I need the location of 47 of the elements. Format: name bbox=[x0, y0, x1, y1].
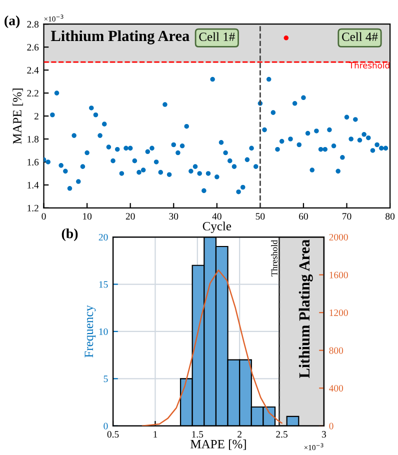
band-label: Lithium Plating Area bbox=[298, 240, 313, 378]
x-tick-label: 40 bbox=[212, 213, 222, 220]
x-tick-label: 0 bbox=[42, 213, 46, 220]
y-tick-label: 2 bbox=[34, 112, 38, 120]
x-tick-label: 1.5 bbox=[192, 431, 204, 438]
y-tick-label: 1.4 bbox=[28, 182, 39, 188]
y-tick-label: 15 bbox=[99, 281, 108, 288]
x-tick-label: 60 bbox=[299, 213, 308, 220]
x-tick-label: 2 bbox=[238, 431, 242, 438]
x-tick-label: 30 bbox=[169, 213, 178, 220]
y-tick-label: 1.6 bbox=[28, 158, 39, 166]
annotation: Cell 4# bbox=[342, 32, 378, 42]
y2-tick-label: 800 bbox=[329, 347, 344, 354]
x-axis-title: Cycle bbox=[202, 222, 232, 233]
x-tick-label: 3 bbox=[322, 431, 326, 438]
y-tick-label: 5 bbox=[104, 376, 108, 382]
y-tick-label: 1.8 bbox=[28, 136, 39, 143]
y-tick-label: 10 bbox=[99, 328, 108, 335]
x-tick-label: 1 bbox=[154, 431, 158, 438]
y-tick-label: 2.4 bbox=[27, 67, 39, 74]
text: (a) bbox=[4, 16, 20, 28]
ref-line-label: Threshold bbox=[348, 62, 390, 68]
x-tick-label: 10 bbox=[83, 213, 92, 220]
y2-tick-label: 2000 bbox=[329, 234, 348, 241]
y-tick-label: 2.2 bbox=[27, 90, 38, 97]
x-tick-label: 80 bbox=[386, 213, 395, 220]
y2-tick-label: 400 bbox=[329, 385, 344, 392]
x-tick-label: 50 bbox=[256, 213, 265, 220]
y2-tick-label: 1200 bbox=[330, 309, 348, 316]
text: (b) bbox=[62, 228, 78, 242]
ref-line-label: Threshold bbox=[271, 240, 278, 276]
y-axis-title: Frequency bbox=[84, 305, 96, 358]
y2-tick-label: 0 bbox=[329, 422, 334, 430]
band-label: Lithium Plating Area bbox=[50, 30, 190, 44]
y-tick-label: 0 bbox=[104, 422, 108, 430]
x-tick-label: 2.5 bbox=[276, 431, 288, 438]
x-tick-label: 70 bbox=[342, 213, 352, 220]
y2-tick-label: 1600 bbox=[330, 272, 348, 278]
x-tick-label: 20 bbox=[126, 213, 135, 220]
x-tick-label: 0.5 bbox=[107, 431, 119, 438]
x-axis-title: MAPE [%] bbox=[190, 440, 246, 450]
y-tick-label: 2.6 bbox=[27, 44, 39, 51]
y-tick-label: 1.2 bbox=[28, 204, 38, 212]
y-tick-label: 20 bbox=[98, 234, 108, 241]
annotation: Cell 1# bbox=[199, 32, 235, 42]
y-tick-label: 2.8 bbox=[27, 21, 39, 28]
y-axis-title: MAPE [%] bbox=[12, 88, 23, 144]
